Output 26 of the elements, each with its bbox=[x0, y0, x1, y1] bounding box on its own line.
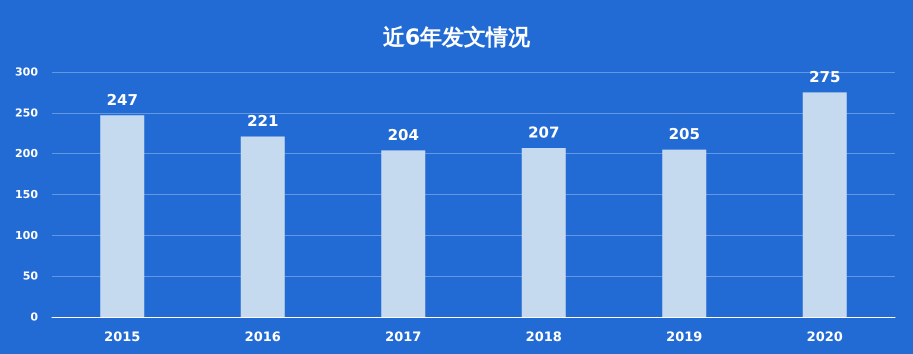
data-label: 221 bbox=[247, 112, 278, 130]
bar bbox=[240, 136, 285, 317]
y-tick-label: 100 bbox=[15, 228, 38, 242]
y-tick-label: 50 bbox=[22, 270, 38, 283]
data-label: 205 bbox=[668, 125, 700, 144]
data-label: 207 bbox=[528, 123, 560, 142]
x-tick-label: 2019 bbox=[666, 330, 702, 345]
chart-title: 近6年发文情况 bbox=[382, 24, 532, 50]
data-label: 204 bbox=[388, 126, 419, 144]
x-tick-label: 2016 bbox=[244, 330, 281, 345]
x-tick-label: 2018 bbox=[526, 330, 562, 345]
y-tick-label: 150 bbox=[15, 188, 38, 201]
bar bbox=[381, 150, 426, 317]
y-tick-label: 0 bbox=[30, 310, 38, 324]
bar bbox=[802, 92, 847, 317]
y-tick-label: 300 bbox=[15, 66, 38, 78]
x-tick-label: 2020 bbox=[806, 330, 843, 345]
y-tick-label: 250 bbox=[15, 106, 38, 120]
x-tick-label: 2017 bbox=[385, 330, 422, 345]
y-tick-label: 200 bbox=[15, 147, 38, 160]
data-label: 275 bbox=[809, 68, 840, 86]
data-label: 247 bbox=[106, 90, 138, 109]
bar bbox=[662, 150, 706, 317]
x-tick-label: 2015 bbox=[104, 330, 140, 345]
bar bbox=[100, 115, 144, 317]
bar bbox=[522, 148, 566, 317]
